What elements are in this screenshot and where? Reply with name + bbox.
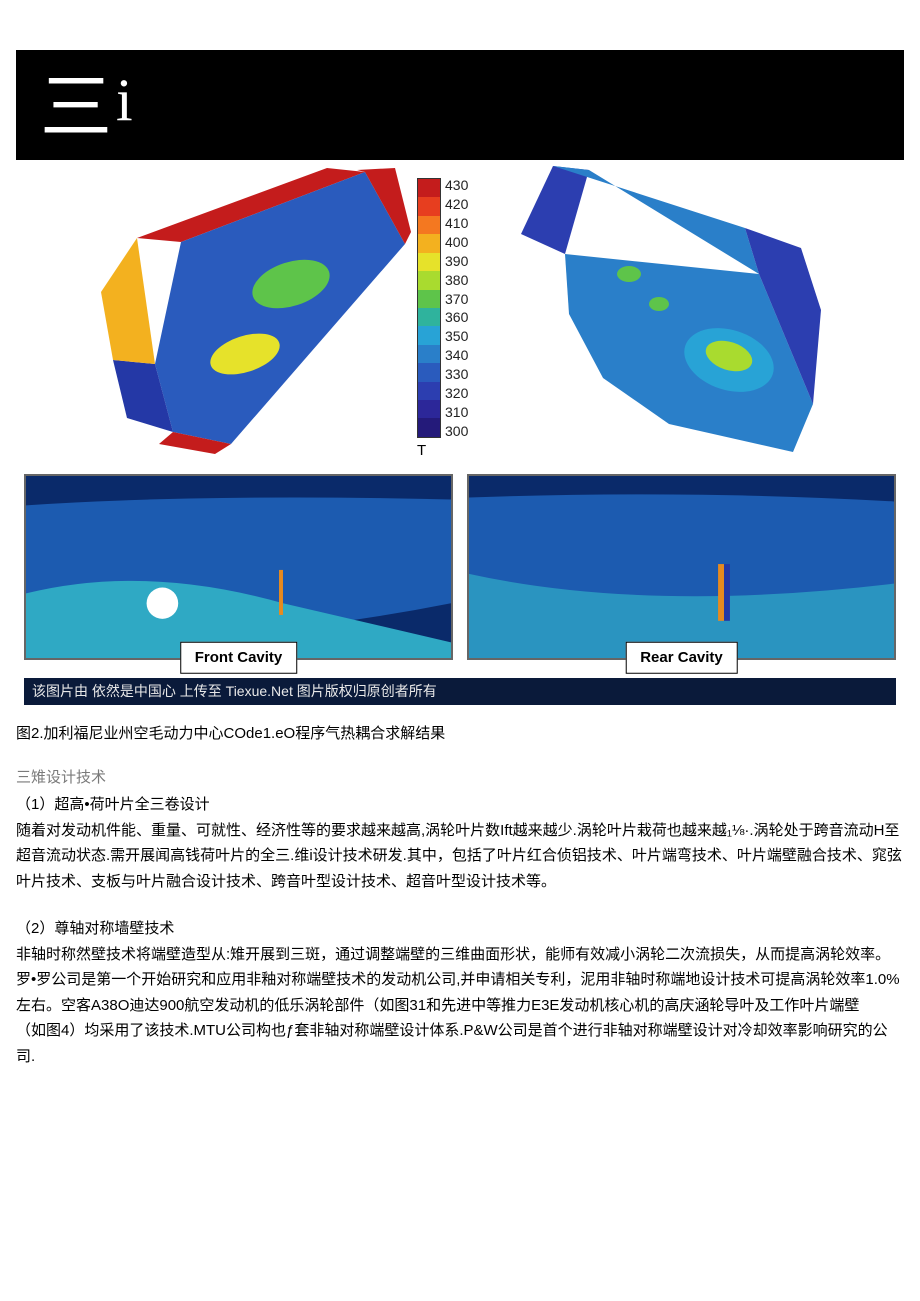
figure-caption: 图2.加利福尼业州空毛动力中心COde1.eO程序气热耦合求解结果 bbox=[16, 721, 904, 747]
colorbar-tick: 350 bbox=[445, 329, 468, 343]
colorbar-tick: 330 bbox=[445, 367, 468, 381]
blade-left-contour bbox=[95, 164, 411, 454]
section2-body2: （如图4）均采用了该技术.MTU公司构也ƒ套非轴对称端壁设计体系.P&W公司是首… bbox=[16, 1018, 904, 1069]
colorbar-tick: 390 bbox=[445, 254, 468, 268]
colorbar-scale bbox=[417, 178, 441, 438]
colorbar-tick: 420 bbox=[445, 197, 468, 211]
figure-2: 430 420 410 400 390 380 370 360 350 340 330 320 310 3… bbox=[16, 160, 904, 705]
blade-left-svg bbox=[95, 164, 411, 454]
colorbar-tick: 410 bbox=[445, 216, 468, 230]
section1-title: 三雉设计技术 bbox=[16, 765, 904, 791]
colorbar: 430 420 410 400 390 380 370 360 350 340 330 320 310 3… bbox=[417, 178, 503, 438]
colorbar-unit: T bbox=[417, 438, 503, 464]
banner-i: i bbox=[116, 70, 133, 130]
colorbar-tick: 320 bbox=[445, 386, 468, 400]
banner-cn: 三 bbox=[40, 72, 114, 144]
simulation-top-row: 430 420 410 400 390 380 370 360 350 340 330 320 310 3… bbox=[16, 160, 904, 464]
article-body: 图2.加利福尼业州空毛动力中心COde1.eO程序气热耦合求解结果 三雉设计技术… bbox=[0, 707, 920, 1109]
colorbar-tick: 310 bbox=[445, 405, 468, 419]
blade-right-contour bbox=[509, 164, 825, 454]
section1-body: 随着对发动机件能、重量、可就性、经济性等的要求越来越高,涡轮叶片数Ift越来越少… bbox=[16, 818, 904, 895]
colorbar-tick: 380 bbox=[445, 273, 468, 287]
section2-subtitle: （2）尊轴对称墙壁技术 bbox=[16, 916, 904, 942]
image-credit: 该图片由 依然是中国心 上传至 Tiexue.Net 图片版权归原创者所有 bbox=[24, 678, 896, 706]
colorbar-ticks: 430 420 410 400 390 380 370 360 350 340 330 320 310 3… bbox=[445, 178, 468, 438]
section1-subtitle: （1）超高•荷叶片全三卷设计 bbox=[16, 792, 904, 818]
colorbar-tick: 400 bbox=[445, 235, 468, 249]
front-cavity: Front Cavity bbox=[24, 474, 453, 660]
page-banner: 三i bbox=[16, 50, 904, 160]
colorbar-tick: 300 bbox=[445, 424, 468, 438]
colorbar-tick: 370 bbox=[445, 292, 468, 306]
rear-cavity: Rear Cavity bbox=[467, 474, 896, 660]
blade-right-svg bbox=[509, 164, 825, 454]
rear-cavity-svg bbox=[469, 476, 894, 658]
colorbar-tick: 360 bbox=[445, 310, 468, 324]
front-cavity-label: Front Cavity bbox=[180, 642, 298, 674]
cavity-row: Front Cavity Rear Cavity bbox=[16, 464, 904, 664]
colorbar-wrap: 430 420 410 400 390 380 370 360 350 340 330 320 310 3… bbox=[417, 164, 503, 464]
colorbar-tick: 430 bbox=[445, 178, 468, 192]
rear-cavity-label: Rear Cavity bbox=[625, 642, 738, 674]
front-cavity-svg bbox=[26, 476, 451, 658]
colorbar-tick: 340 bbox=[445, 348, 468, 362]
section2-body: 非轴时称然壁技术将端壁造型从:雉开展到三斑，通过调整端壁的三维曲面形状，能师有效… bbox=[16, 942, 904, 1019]
